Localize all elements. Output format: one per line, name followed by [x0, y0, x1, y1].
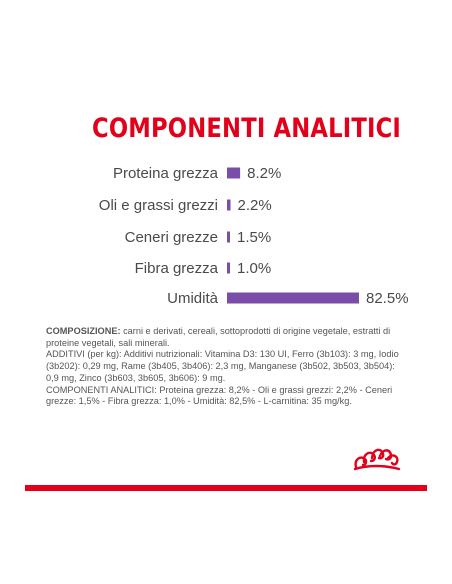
brand-divider — [25, 485, 427, 491]
additives-paragraph: ADDITIVI (per kg): Additivi nutrizionali… — [46, 349, 399, 383]
bar — [227, 231, 230, 243]
category-label: Umidità — [167, 290, 219, 307]
value-label: 1.5% — [237, 229, 271, 246]
category-label: Ceneri grezze — [125, 229, 218, 246]
value-label: 8.2% — [247, 165, 281, 182]
composition-text: COMPOSIZIONE: carni e derivati, cereali,… — [46, 326, 408, 408]
composition-label: COMPOSIZIONE: — [46, 326, 121, 336]
category-label: Proteina grezza — [113, 165, 219, 182]
composition-paragraph: COMPOSIZIONE: carni e derivati, cereali,… — [46, 326, 408, 349]
royal-canin-crown-icon — [353, 448, 401, 471]
category-label: Fibra grezza — [135, 260, 219, 277]
bar — [227, 262, 230, 274]
value-label: 1.0% — [237, 260, 271, 277]
bar — [227, 292, 359, 304]
analytical-paragraph: COMPONENTI ANALITICI: Proteina grezza: 8… — [46, 384, 393, 407]
value-label: 2.2% — [238, 197, 272, 214]
category-label: Oli e grassi grezzi — [99, 197, 218, 214]
bar — [227, 199, 231, 211]
composition-ingredients: carni e derivati, cereali, sottoprodotti… — [46, 326, 391, 348]
bar — [227, 167, 241, 179]
value-label: 82.5% — [366, 290, 409, 307]
